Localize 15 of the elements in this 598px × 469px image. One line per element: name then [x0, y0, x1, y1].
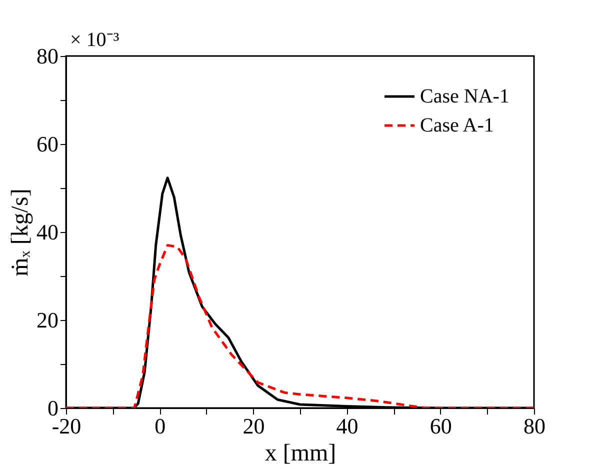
- x-tick-label: 0: [154, 414, 166, 438]
- y-tick-label: 40: [36, 220, 58, 244]
- y-tick-label: 20: [36, 308, 58, 332]
- x-tick-label: 80: [524, 414, 546, 438]
- x-tick-label: 20: [242, 414, 265, 438]
- y-axis-title: ṁₓ [kg/s]: [8, 188, 34, 276]
- x-tick-label: 60: [430, 414, 452, 438]
- y-tick-label: 80: [36, 44, 58, 68]
- legend-label: Case NA-1: [420, 86, 510, 108]
- text: × 10⁻³: [70, 29, 120, 51]
- legend-label: Case A-1: [420, 114, 494, 136]
- x-tick-label: 40: [336, 414, 358, 438]
- y-tick-label: 60: [36, 132, 58, 156]
- y-tick-label: 0: [48, 396, 58, 420]
- x-axis-title: x [mm]: [264, 440, 336, 466]
